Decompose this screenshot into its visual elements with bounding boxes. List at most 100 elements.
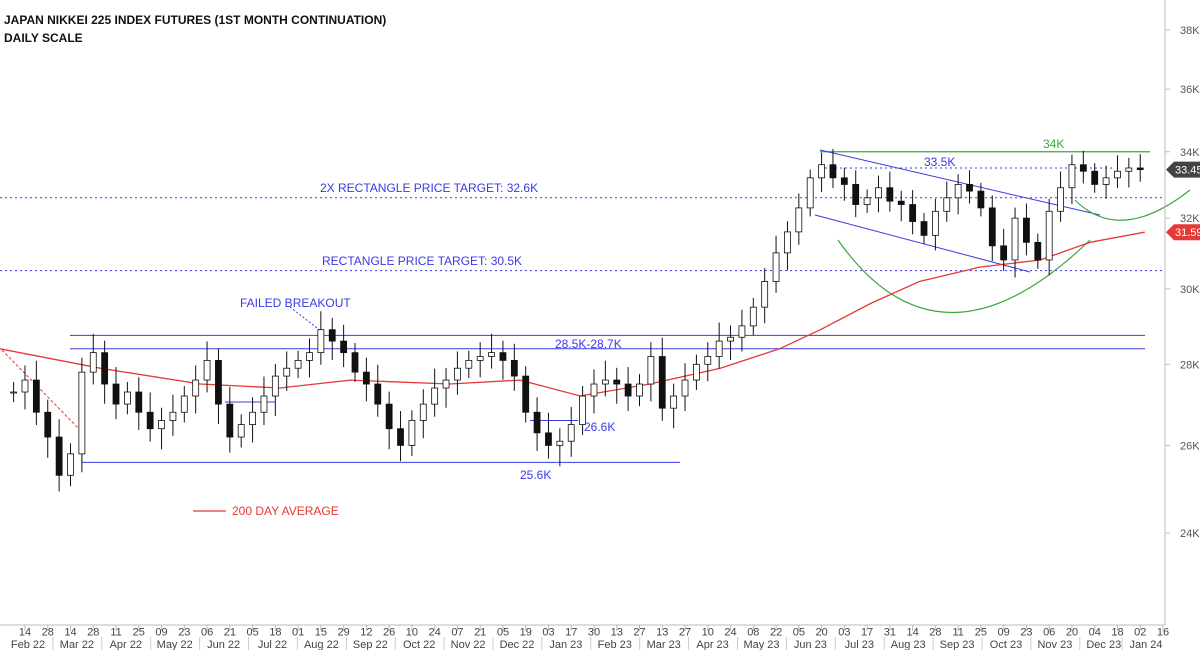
x-day-label: 17 [861,626,873,638]
x-month-label: Jun 23 [794,639,827,650]
candle-body [1079,164,1087,172]
channel-lower-line [814,214,1031,273]
candle-body [249,411,256,425]
candle-body [306,352,313,361]
last-price-label: 33.45K [1175,165,1200,177]
x-month-label: Sep 22 [353,639,388,650]
candle-body [21,379,29,393]
y-tick-label: 28K [1180,359,1200,371]
candle-body [465,359,473,369]
x-day-label: 14 [19,626,31,638]
candle-body [1125,167,1133,172]
x-day-label: 24 [724,626,736,638]
x-month-label: Dec 23 [1086,639,1121,650]
x-day-label: 18 [269,626,281,638]
candle-body [977,190,985,209]
y-tick-label: 34K [1180,147,1200,159]
mini-resistance-label: 26.6K [584,420,615,434]
x-day-label: 03 [542,626,554,638]
x-day-label: 12 [360,626,372,638]
x-month-label: May 22 [157,639,193,650]
candle-body [749,306,757,327]
candle-body [328,329,336,342]
x-day-label: 22 [770,626,782,638]
candle-body [522,375,530,413]
candle-body [1136,167,1144,171]
x-day-label: 11 [110,626,121,638]
x-day-label: 16 [1157,626,1169,638]
y-tick-label: 38K [1180,25,1200,37]
candle-body [362,371,370,385]
x-month-label: Jan 23 [549,639,582,650]
candle-body [101,352,109,385]
candle-body [192,379,200,397]
x-month-label: Apr 23 [696,639,728,650]
candle-body [112,383,120,405]
x-day-label: 25 [133,626,145,638]
x-month-label: Dec 22 [500,639,535,650]
y-tick-label: 26K [1180,440,1200,452]
channel-upper-line [819,149,1101,216]
candle-body [727,336,734,342]
chart-subtitle: DAILY SCALE [4,31,83,45]
rounding-bottom-arc [837,239,1091,313]
candle-body [806,177,814,209]
x-day-label: 17 [565,626,577,638]
candle-body [1000,245,1008,261]
x-day-label: 24 [429,626,441,638]
candle-body [431,387,439,405]
candle-body [32,379,40,413]
candle-body [704,356,712,365]
ma-price-tag [1166,224,1200,241]
x-month-label: Jan 24 [1129,639,1162,650]
candle-body [294,359,302,369]
candle-body [761,281,769,308]
candle-body [419,403,427,421]
candle-body [1102,177,1110,185]
candle-body [966,184,973,192]
candle-body [1114,170,1121,179]
x-month-label: Feb 23 [598,639,632,650]
candle-body [579,395,586,425]
candle-body [954,184,962,199]
candle-body [636,383,643,397]
x-day-label: 05 [246,626,258,638]
x-month-label: May 23 [743,639,779,650]
candle-body [943,197,951,212]
y-tick-label: 36K [1180,84,1200,96]
x-day-label: 28 [929,626,941,638]
x-month-label: Jul 23 [845,639,874,650]
x-day-label: 30 [588,626,600,638]
candle-body [875,187,882,199]
candle-body [1045,210,1053,261]
candle-body [203,359,211,381]
chart-title: JAPAN NIKKEI 225 INDEX FUTURES (1ST MONT… [4,13,386,27]
y-tick-label: 24K [1180,528,1200,540]
x-day-label: 21 [224,626,236,638]
y-tick-label: 30K [1180,284,1200,296]
candle-body [10,391,18,394]
candle-body [55,436,63,476]
trend-dashed-line [1,349,81,431]
x-month-label: Oct 22 [403,639,435,650]
candle-body [1068,164,1076,189]
candle-body [624,383,632,397]
x-day-label: 09 [998,626,1010,638]
candle-body [488,352,495,357]
candle-body [715,340,723,357]
x-day-label: 11 [952,626,963,638]
x-month-label: Apr 22 [110,639,142,650]
candle-body [545,432,552,446]
x-day-label: 19 [520,626,532,638]
candle-body [533,411,541,434]
candle-body [829,164,837,179]
candle-body [931,210,939,236]
x-day-label: 09 [155,626,167,638]
candle-body [260,395,268,413]
candle-body [1011,217,1019,261]
candle-body [920,221,928,236]
target-label: RECTANGLE PRICE TARGET: 30.5K [322,254,522,268]
x-day-label: 05 [793,626,805,638]
x-day-label: 03 [838,626,850,638]
